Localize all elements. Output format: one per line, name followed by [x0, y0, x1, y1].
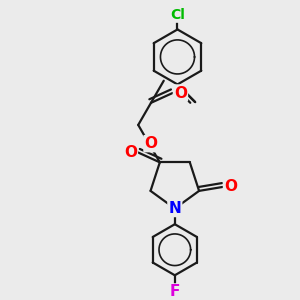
Text: O: O [224, 179, 237, 194]
Text: Cl: Cl [170, 8, 185, 22]
Text: F: F [169, 284, 180, 299]
Text: O: O [145, 136, 158, 151]
Text: O: O [124, 145, 137, 160]
Text: O: O [174, 85, 187, 100]
Text: N: N [168, 201, 181, 216]
